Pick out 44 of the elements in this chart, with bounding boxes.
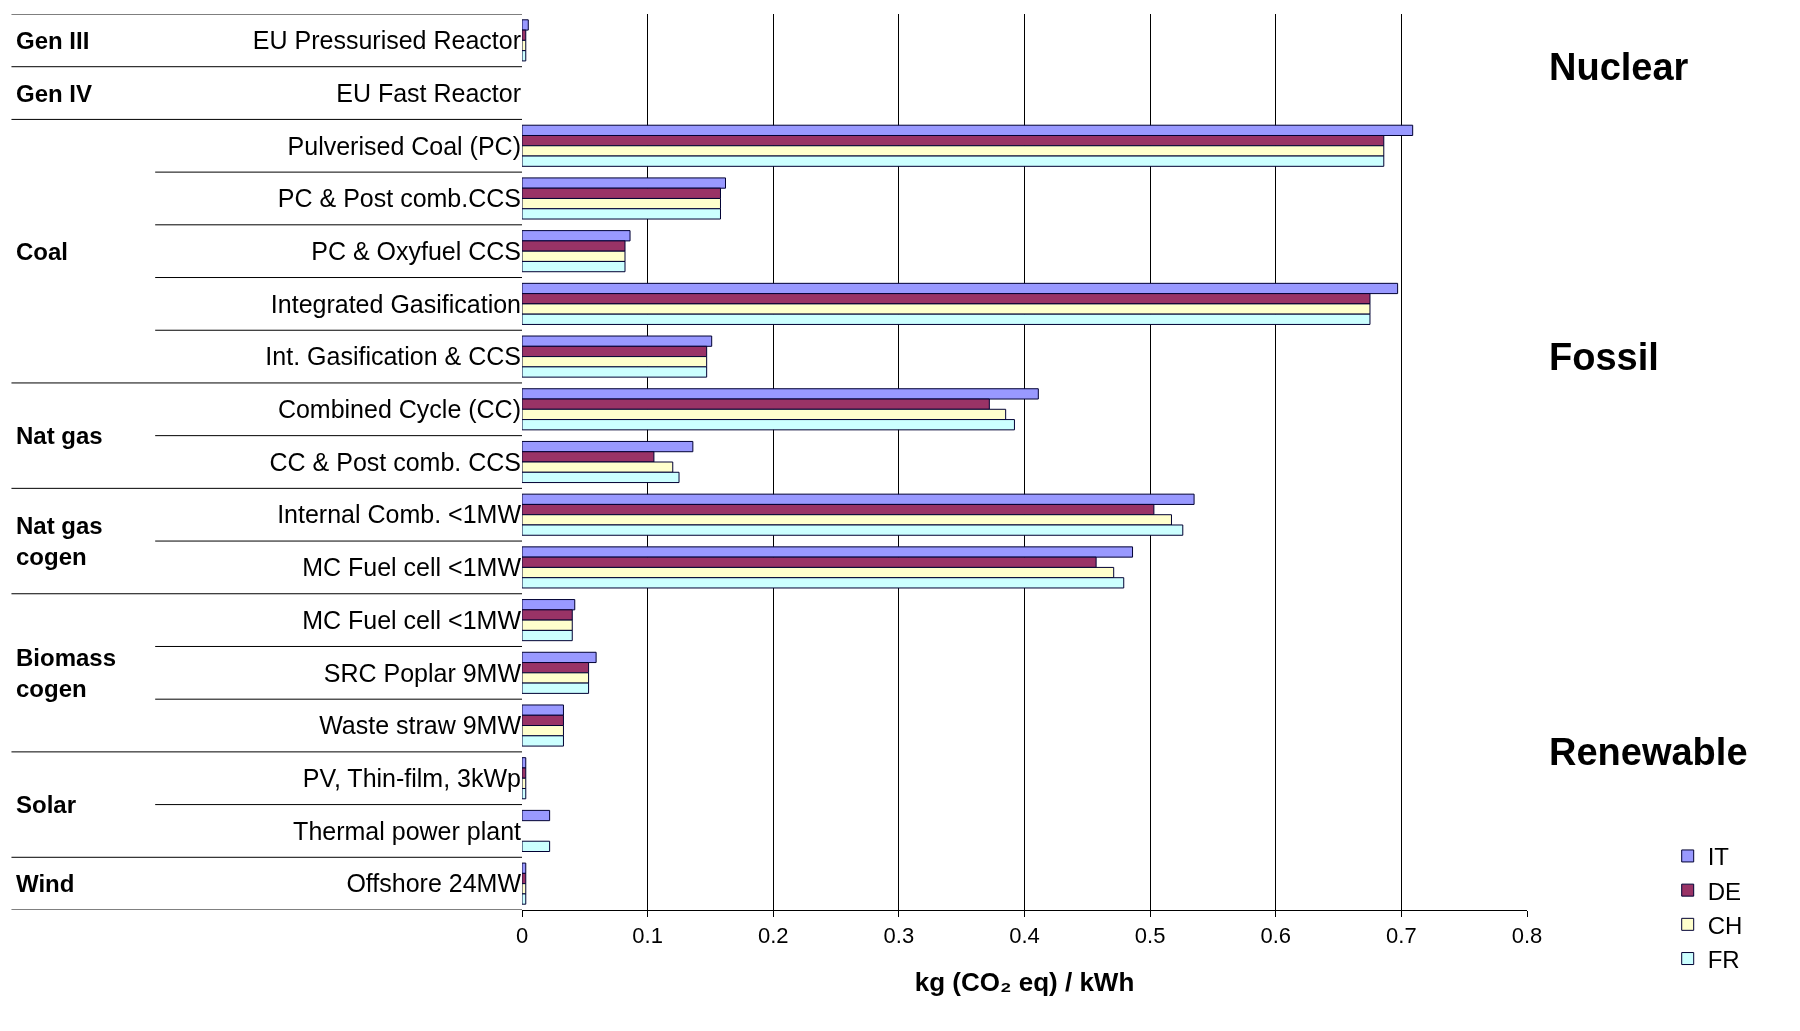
y-tick-label: CC & Post comb. CCS (269, 447, 521, 476)
text: Renewable (1549, 731, 1748, 773)
x-tick-label: 0.2 (757, 923, 789, 949)
x-tick-label: 0.7 (1386, 923, 1417, 949)
x-tick-label: 0.5 (1134, 923, 1166, 949)
y-tick-label: MC Fuel cell <1MW (302, 553, 522, 582)
y-tick-label: Offshore 24MW (346, 869, 522, 898)
text: Wind (16, 870, 75, 897)
legend-label: IT (1707, 843, 1730, 871)
legend-label: DE (1707, 877, 1742, 905)
x-tick-label: 0.8 (1511, 923, 1543, 949)
y-tick-label: MC Fuel cell <1MW (302, 605, 522, 634)
y-tick-label: PC & Post comb.CCS (277, 184, 521, 213)
y-tick-label: Integrated Gasification (270, 289, 521, 318)
y-tick-label: PC & Oxyfuel CCS (311, 236, 521, 265)
y-tick-label: SRC Poplar 9MW (323, 658, 522, 687)
text: Gen III (16, 27, 90, 54)
bar (522, 840, 551, 852)
y-tick-label: Int. Gasification & CCS (265, 342, 521, 371)
text: Fossil (1549, 336, 1659, 378)
legend-label: CH (1707, 911, 1743, 939)
x-tick-label: 0.6 (1260, 923, 1292, 949)
text: Coal (16, 238, 69, 265)
y-tick-label: Waste straw 9MW (319, 711, 522, 740)
text: Solar (16, 791, 77, 818)
legend-label: FR (1707, 945, 1740, 973)
y-tick-label: Thermal power plant (293, 816, 522, 845)
text: Biomass cogen (16, 644, 117, 703)
text: Nuclear (1549, 46, 1689, 88)
y-tick-label: Pulverised Coal (PC) (287, 131, 521, 160)
x-tick-label: 0.3 (883, 923, 915, 949)
x-tick-label: 0 (515, 923, 529, 949)
y-tick-label: EU Fast Reactor (336, 78, 521, 107)
text: Nat gas cogen (16, 512, 103, 571)
text: Gen IV (16, 80, 93, 107)
x-axis-title: kg (CO₂ eq) / kWh (914, 967, 1135, 998)
y-tick-label: EU Pressurised Reactor (252, 26, 521, 55)
x-tick-label: 0.4 (1009, 923, 1040, 949)
y-tick-label: PV, Thin-film, 3kWp (302, 763, 521, 792)
y-tick-label: Combined Cycle (CC) (277, 395, 521, 424)
x-tick-label: 0.1 (632, 923, 663, 949)
y-tick-label: Internal Comb. <1MW (277, 500, 522, 529)
text: Nat gas (16, 422, 103, 449)
bar (522, 809, 551, 822)
